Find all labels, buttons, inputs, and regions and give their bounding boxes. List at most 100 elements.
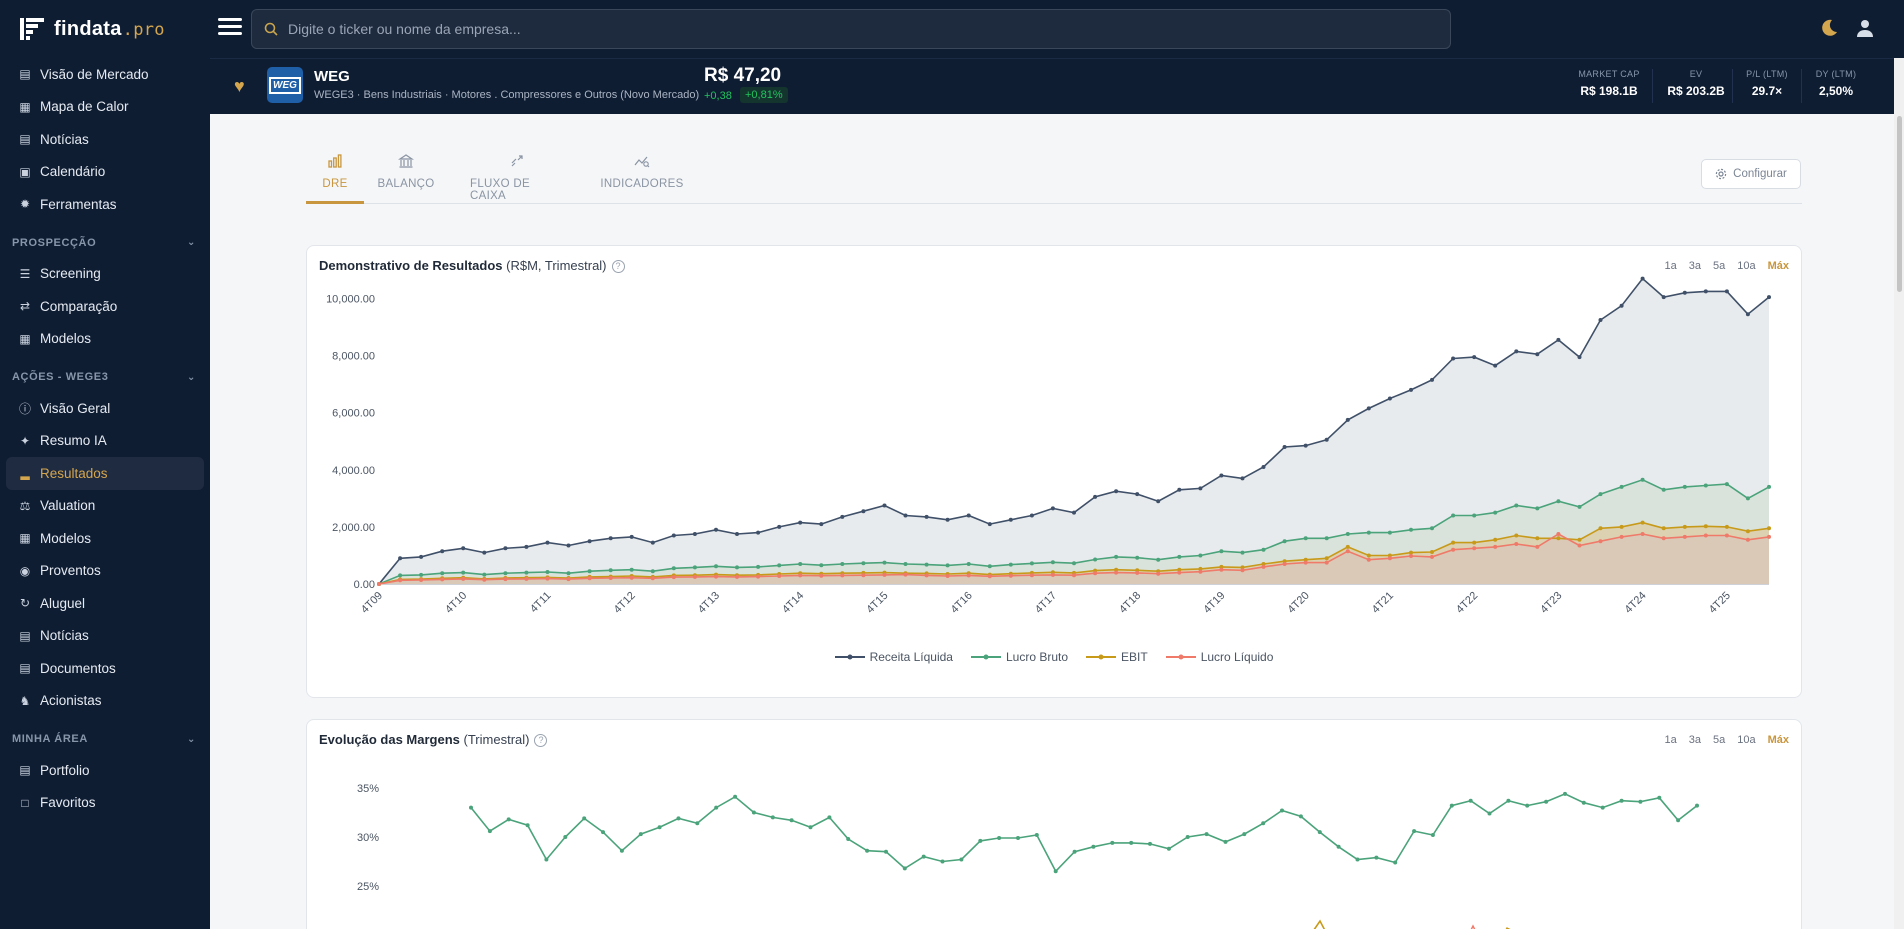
- data-point[interactable]: [1577, 543, 1582, 548]
- data-point[interactable]: [1008, 573, 1013, 578]
- data-point[interactable]: [1682, 534, 1687, 539]
- data-point[interactable]: [1619, 303, 1624, 308]
- data-point[interactable]: [1219, 473, 1224, 478]
- data-point[interactable]: [461, 570, 466, 575]
- data-point[interactable]: [1261, 821, 1266, 826]
- data-point[interactable]: [1745, 312, 1750, 317]
- data-point[interactable]: [1577, 537, 1582, 542]
- data-point[interactable]: [1472, 546, 1477, 551]
- data-point[interactable]: [819, 573, 824, 578]
- data-point[interactable]: [1514, 542, 1519, 546]
- data-point[interactable]: [1682, 524, 1687, 529]
- data-point[interactable]: [1556, 337, 1561, 342]
- period-max[interactable]: Máx: [1767, 260, 1789, 272]
- data-point[interactable]: [671, 575, 676, 580]
- data-point[interactable]: [1472, 355, 1477, 360]
- data-point[interactable]: [1703, 483, 1708, 488]
- data-point[interactable]: [945, 574, 950, 578]
- data-point[interactable]: [398, 573, 403, 578]
- data-point[interactable]: [1682, 290, 1687, 295]
- tab-balanco[interactable]: BALANÇO: [376, 150, 436, 204]
- period-3a[interactable]: 3a: [1688, 734, 1701, 746]
- sidebar-item-visao-geral[interactable]: ⓘ Visão Geral: [0, 392, 210, 425]
- data-point[interactable]: [966, 562, 971, 566]
- sidebar-item-comparacao[interactable]: ⇄ Comparação: [0, 290, 210, 323]
- data-point[interactable]: [1223, 839, 1228, 844]
- data-point[interactable]: [1008, 562, 1013, 567]
- brand[interactable]: findata.pro: [0, 0, 210, 58]
- data-point[interactable]: [1135, 570, 1140, 575]
- data-point[interactable]: [1177, 487, 1182, 492]
- data-point[interactable]: [1166, 846, 1171, 851]
- data-point[interactable]: [1661, 536, 1666, 541]
- data-point[interactable]: [524, 544, 529, 549]
- tab-indicadores[interactable]: INDICADORES: [596, 150, 688, 204]
- data-point[interactable]: [1703, 524, 1708, 529]
- data-point[interactable]: [1598, 539, 1603, 544]
- data-point[interactable]: [966, 513, 971, 518]
- data-point[interactable]: [777, 563, 782, 568]
- section-prospeccao[interactable]: PROSPECÇÃO ⌄: [12, 236, 196, 249]
- sidebar-item-resumo-ia[interactable]: ✦ Resumo IA: [0, 425, 210, 458]
- data-point[interactable]: [966, 573, 971, 578]
- data-point[interactable]: [924, 562, 929, 567]
- data-point[interactable]: [840, 562, 845, 566]
- data-point[interactable]: [1282, 539, 1287, 544]
- data-point[interactable]: [1581, 800, 1586, 805]
- data-point[interactable]: [503, 577, 508, 582]
- data-point[interactable]: [1050, 572, 1055, 577]
- data-point[interactable]: [524, 576, 529, 581]
- data-point[interactable]: [714, 805, 719, 810]
- data-point[interactable]: [924, 573, 929, 578]
- data-point[interactable]: [924, 514, 929, 519]
- data-point[interactable]: [945, 517, 950, 522]
- data-point[interactable]: [827, 815, 832, 820]
- data-point[interactable]: [1745, 496, 1750, 501]
- data-point[interactable]: [1468, 798, 1473, 803]
- data-point[interactable]: [1240, 568, 1245, 573]
- data-point[interactable]: [1638, 799, 1643, 804]
- data-point[interactable]: [1185, 835, 1190, 839]
- data-point[interactable]: [945, 563, 950, 568]
- data-point[interactable]: [440, 577, 445, 582]
- data-point[interactable]: [997, 836, 1002, 840]
- data-point[interactable]: [1563, 791, 1567, 796]
- data-point[interactable]: [1556, 532, 1561, 536]
- sidebar-item-resultados[interactable]: ▂ Resultados: [6, 457, 204, 490]
- legend-item[interactable]: EBIT: [1086, 650, 1148, 664]
- data-point[interactable]: [608, 536, 613, 541]
- data-point[interactable]: [1472, 513, 1477, 518]
- data-point[interactable]: [1114, 489, 1119, 494]
- data-point[interactable]: [566, 577, 571, 582]
- data-point[interactable]: [692, 532, 697, 536]
- data-point[interactable]: [1535, 352, 1540, 357]
- data-point[interactable]: [1745, 529, 1750, 534]
- data-point[interactable]: [503, 546, 508, 551]
- data-point[interactable]: [1114, 570, 1119, 575]
- data-point[interactable]: [545, 570, 550, 574]
- data-point[interactable]: [1556, 499, 1561, 504]
- data-point[interactable]: [1303, 536, 1308, 541]
- data-point[interactable]: [1619, 798, 1624, 803]
- data-point[interactable]: [777, 524, 782, 529]
- data-point[interactable]: [861, 561, 866, 566]
- user-icon[interactable]: [1854, 17, 1876, 39]
- data-point[interactable]: [482, 577, 487, 582]
- sidebar-item-mapa-de-calor[interactable]: ▦ Mapa de Calor: [0, 91, 210, 124]
- data-point[interactable]: [798, 520, 803, 525]
- data-point[interactable]: [903, 562, 908, 566]
- help-icon[interactable]: ?: [611, 260, 625, 273]
- data-point[interactable]: [1072, 561, 1076, 566]
- data-point[interactable]: [1745, 537, 1750, 542]
- data-point[interactable]: [1156, 571, 1161, 576]
- data-point[interactable]: [1514, 349, 1519, 354]
- data-point[interactable]: [1280, 808, 1284, 813]
- data-point[interactable]: [1317, 830, 1322, 835]
- data-point[interactable]: [482, 550, 487, 555]
- period-max[interactable]: Máx: [1767, 734, 1789, 746]
- data-point[interactable]: [1198, 569, 1203, 574]
- data-point[interactable]: [882, 560, 887, 565]
- data-point[interactable]: [692, 574, 697, 579]
- sidebar-item-visao-de-mercado[interactable]: ▤ Visão de Mercado: [0, 58, 210, 91]
- data-point[interactable]: [1198, 566, 1203, 571]
